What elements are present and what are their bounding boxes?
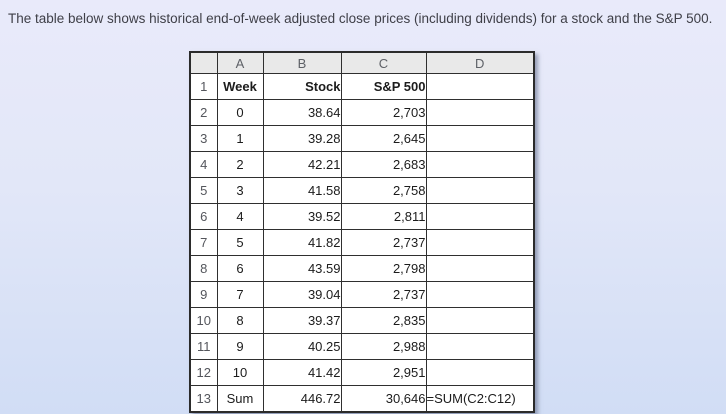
cell-week: 7 [216, 281, 264, 308]
sheet-row: 13 Sum 446.72 30,646 =SUM(C2:C12) [189, 385, 535, 413]
cell-stock: 41.58 [262, 177, 342, 204]
cell-week: 6 [216, 255, 264, 282]
row-number-cell: 5 [189, 177, 218, 204]
row-number-cell: 2 [189, 99, 218, 126]
cell-d [425, 359, 535, 386]
row-number-cell: 6 [189, 203, 218, 230]
cell-sp500: 2,811 [340, 203, 427, 230]
cell-week: 0 [216, 99, 264, 126]
cell-d [425, 203, 535, 230]
cell-d [425, 333, 535, 360]
cell-d [425, 125, 535, 152]
column-header-c: C [340, 51, 427, 74]
cell-stock: 39.37 [262, 307, 342, 334]
sheet-row: 11 9 40.25 2,988 [189, 333, 535, 360]
row-number-cell: 7 [189, 229, 218, 256]
column-header-d: D [425, 51, 535, 74]
cell-sp500: 2,798 [340, 255, 427, 282]
cell-sp500-sum: 30,646 [340, 385, 427, 413]
row-number-cell: 13 [189, 385, 218, 413]
cell-stock: 39.28 [262, 125, 342, 152]
row-number-cell: 10 [189, 307, 218, 334]
cell-sp500: 2,737 [340, 229, 427, 256]
sheet-row: 4 2 42.21 2,683 [189, 151, 535, 178]
column-header-row: A B C D [189, 51, 535, 74]
cell-stock: 38.64 [262, 99, 342, 126]
corner-cell [189, 51, 218, 74]
intro-text: The table below shows historical end-of-… [8, 11, 713, 26]
column-header-b: B [262, 51, 342, 74]
cell-sp500: 2,703 [340, 99, 427, 126]
cell-d [425, 151, 535, 178]
row-number-cell: 8 [189, 255, 218, 282]
cell-week: 1 [216, 125, 264, 152]
cell-d [425, 73, 535, 100]
cell-sp500: 2,683 [340, 151, 427, 178]
spreadsheet: A B C D 1 Week Stock S&P 500 2 0 38.64 2… [189, 51, 535, 413]
cell-stock: 43.59 [262, 255, 342, 282]
row-number-cell: 4 [189, 151, 218, 178]
cell-week: 9 [216, 333, 264, 360]
cell-stock: 39.52 [262, 203, 342, 230]
row-number-cell: 1 [189, 73, 218, 100]
sheet-row: 5 3 41.58 2,758 [189, 177, 535, 204]
row-number-cell: 9 [189, 281, 218, 308]
cell-d [425, 255, 535, 282]
row-number-cell: 12 [189, 359, 218, 386]
cell-week: 4 [216, 203, 264, 230]
sheet-row: 3 1 39.28 2,645 [189, 125, 535, 152]
cell-formula: =SUM(C2:C12) [425, 385, 535, 413]
sheet-header-row: 1 Week Stock S&P 500 [189, 73, 535, 100]
sheet-row: 8 6 43.59 2,798 [189, 255, 535, 282]
cell-sp500: 2,758 [340, 177, 427, 204]
cell-sum-label: Sum [216, 385, 264, 413]
spreadsheet-table: A B C D 1 Week Stock S&P 500 2 0 38.64 2… [189, 51, 535, 413]
cell-d [425, 281, 535, 308]
cell-stock-label: Stock [262, 73, 342, 100]
cell-d [425, 177, 535, 204]
cell-d [425, 307, 535, 334]
cell-week: 5 [216, 229, 264, 256]
cell-week: 10 [216, 359, 264, 386]
cell-week: 8 [216, 307, 264, 334]
sheet-row: 6 4 39.52 2,811 [189, 203, 535, 230]
sheet-row: 12 10 41.42 2,951 [189, 359, 535, 386]
column-header-a: A [216, 51, 264, 74]
cell-sp500-label: S&P 500 [340, 73, 427, 100]
cell-sp500: 2,951 [340, 359, 427, 386]
cell-stock: 41.42 [262, 359, 342, 386]
cell-sp500: 2,988 [340, 333, 427, 360]
cell-week: 2 [216, 151, 264, 178]
sheet-row: 9 7 39.04 2,737 [189, 281, 535, 308]
cell-stock: 39.04 [262, 281, 342, 308]
cell-stock: 41.82 [262, 229, 342, 256]
sheet-row: 10 8 39.37 2,835 [189, 307, 535, 334]
cell-stock: 40.25 [262, 333, 342, 360]
row-number-cell: 11 [189, 333, 218, 360]
cell-d [425, 99, 535, 126]
cell-stock-sum: 446.72 [262, 385, 342, 413]
cell-sp500: 2,737 [340, 281, 427, 308]
cell-d [425, 229, 535, 256]
sheet-row: 2 0 38.64 2,703 [189, 99, 535, 126]
row-number-cell: 3 [189, 125, 218, 152]
cell-sp500: 2,645 [340, 125, 427, 152]
cell-stock: 42.21 [262, 151, 342, 178]
cell-week: 3 [216, 177, 264, 204]
sheet-row: 7 5 41.82 2,737 [189, 229, 535, 256]
cell-week-label: Week [216, 73, 264, 100]
cell-sp500: 2,835 [340, 307, 427, 334]
